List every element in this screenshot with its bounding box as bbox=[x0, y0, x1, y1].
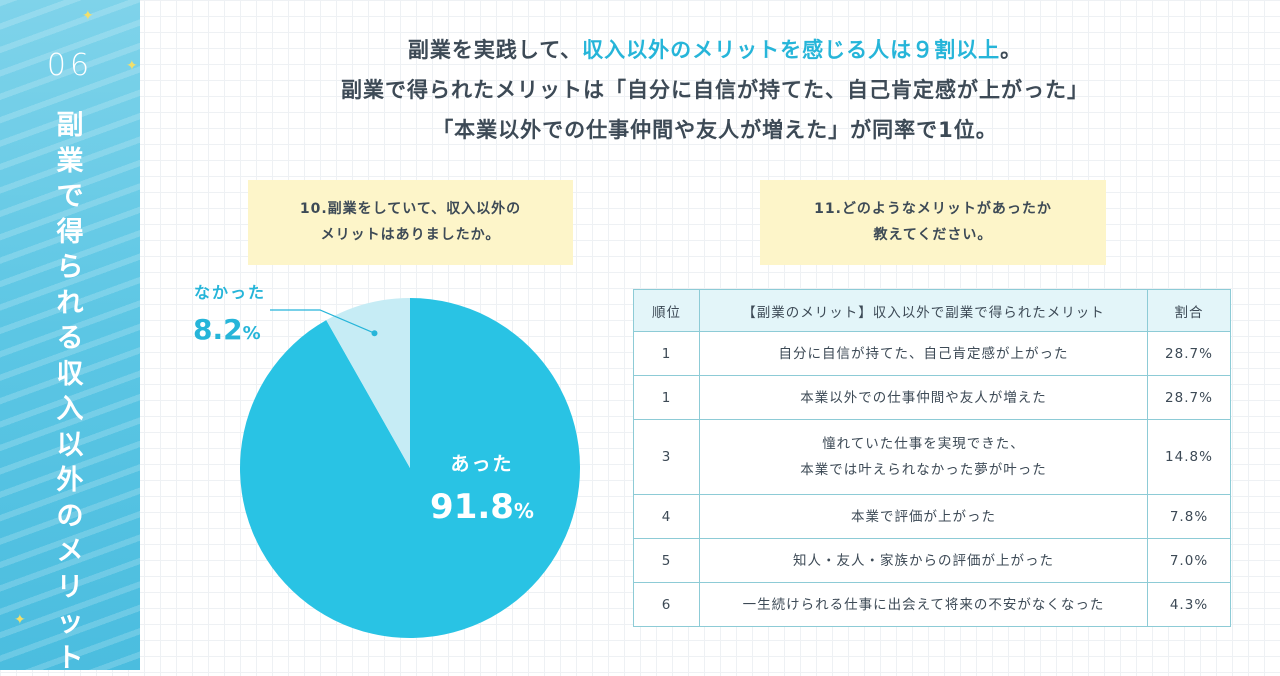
question-11-line-2: 教えてください。 bbox=[873, 227, 993, 243]
cell-pct: 7.0% bbox=[1147, 538, 1231, 583]
sparkle-icon: ✦ bbox=[126, 58, 138, 74]
cell-pct: 28.7% bbox=[1147, 375, 1231, 420]
cell-merit: 知人・友人・家族からの評価が上がった bbox=[699, 538, 1148, 583]
pie-chart: なかった 8.2% あった 91.8% bbox=[193, 283, 580, 638]
question-10-box: 10.副業をしていて、収入以外の メリットはありましたか。 bbox=[248, 180, 573, 265]
sidebar: ✦ ✦ ✦ 06 副業で得られる収入以外のメリット bbox=[0, 0, 140, 674]
table-header-row: 順位 【副業のメリット】収入以外で副業で得られたメリット 割合 bbox=[633, 289, 1231, 332]
headline-highlight: 収入以外のメリットを感じる人は９割以上 bbox=[582, 38, 1001, 62]
cell-rank: 4 bbox=[633, 494, 700, 539]
leader-line bbox=[270, 309, 375, 334]
column-header-rank: 順位 bbox=[633, 289, 700, 332]
value-yes: 91.8% bbox=[430, 487, 534, 527]
cell-merit: 自分に自信が持てた、自己肯定感が上がった bbox=[699, 331, 1148, 376]
cell-pct: 28.7% bbox=[1147, 331, 1231, 376]
cell-rank: 3 bbox=[633, 419, 700, 495]
cell-pct: 14.8% bbox=[1147, 419, 1231, 495]
headline-line-1: 副業を実践して、収入以外のメリットを感じる人は９割以上。 bbox=[407, 38, 1023, 62]
cell-rank: 6 bbox=[633, 582, 700, 627]
sparkle-icon: ✦ bbox=[14, 612, 26, 628]
table-row: 5 知人・友人・家族からの評価が上がった 7.0% bbox=[633, 538, 1231, 583]
cell-pct: 4.3% bbox=[1147, 582, 1231, 627]
cell-rank: 5 bbox=[633, 538, 700, 583]
value-no: 8.2% bbox=[193, 313, 261, 346]
table-row: 6 一生続けられる仕事に出会えて将来の不安がなくなった 4.3% bbox=[633, 582, 1231, 627]
label-yes: あった bbox=[450, 453, 513, 475]
sparkle-icon: ✦ bbox=[82, 8, 94, 24]
cell-pct: 7.8% bbox=[1147, 494, 1231, 539]
table-row: 1 本業以外での仕事仲間や友人が増えた 28.7% bbox=[633, 375, 1231, 420]
label-no: なかった bbox=[194, 283, 266, 302]
merit-table: 順位 【副業のメリット】収入以外で副業で得られたメリット 割合 1 自分に自信が… bbox=[633, 289, 1231, 627]
question-10-line-2: メリットはありましたか。 bbox=[320, 227, 501, 243]
pie-slice-no bbox=[326, 298, 410, 468]
pie-slice-yes bbox=[239, 298, 580, 638]
question-11-line-1: 11.どのようなメリットがあったか bbox=[814, 201, 1052, 217]
headline-line-3: 「本業以外での仕事仲間や友人が増えた」が同率で1位。 bbox=[432, 118, 998, 142]
headline-line-2: 副業で得られたメリットは「自分に自信が持てた、自己肯定感が上がった」 bbox=[341, 78, 1089, 102]
column-header-pct: 割合 bbox=[1147, 289, 1231, 332]
cell-rank: 1 bbox=[633, 375, 700, 420]
leader-dot bbox=[371, 330, 378, 337]
headline: 副業を実践して、収入以外のメリットを感じる人は９割以上。 副業で得られたメリット… bbox=[150, 30, 1280, 150]
column-header-merit: 【副業のメリット】収入以外で副業で得られたメリット bbox=[699, 289, 1148, 332]
cell-rank: 1 bbox=[633, 331, 700, 376]
table-row: 1 自分に自信が持てた、自己肯定感が上がった 28.7% bbox=[633, 331, 1231, 376]
table-row: 4 本業で評価が上がった 7.8% bbox=[633, 494, 1231, 539]
cell-merit: 憧れていた仕事を実現できた、 本業では叶えられなかった夢が叶った bbox=[699, 419, 1148, 495]
cell-merit: 一生続けられる仕事に出会えて将来の不安がなくなった bbox=[699, 582, 1148, 627]
section-title: 副業で得られる収入以外のメリット bbox=[56, 110, 84, 674]
table-row: 3 憧れていた仕事を実現できた、 本業では叶えられなかった夢が叶った 14.8% bbox=[633, 419, 1231, 495]
question-10-line-1: 10.副業をしていて、収入以外の bbox=[299, 201, 522, 217]
section-number: 06 bbox=[46, 48, 94, 83]
cell-merit: 本業以外での仕事仲間や友人が増えた bbox=[699, 375, 1148, 420]
cell-merit: 本業で評価が上がった bbox=[699, 494, 1148, 539]
question-11-box: 11.どのようなメリットがあったか 教えてください。 bbox=[760, 180, 1106, 265]
